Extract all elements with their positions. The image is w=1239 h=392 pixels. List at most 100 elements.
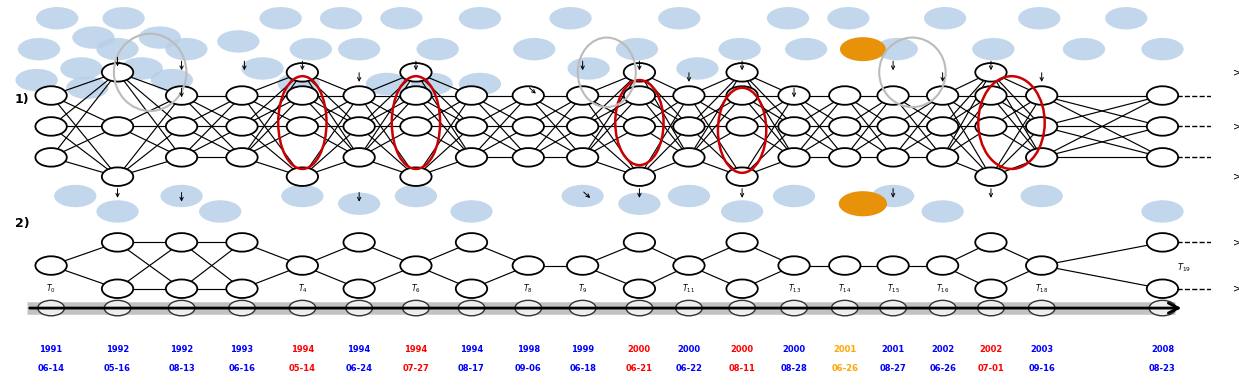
Text: 2000: 2000 <box>731 345 753 354</box>
Text: $T_7$: $T_7$ <box>467 306 476 319</box>
Ellipse shape <box>975 63 1006 82</box>
Ellipse shape <box>726 233 758 252</box>
Ellipse shape <box>877 117 908 136</box>
Ellipse shape <box>343 148 375 167</box>
Ellipse shape <box>616 38 658 60</box>
Ellipse shape <box>778 256 810 275</box>
Ellipse shape <box>877 148 908 167</box>
Ellipse shape <box>658 7 700 29</box>
Text: $T_{16}$: $T_{16}$ <box>935 283 949 296</box>
Ellipse shape <box>36 256 67 275</box>
Ellipse shape <box>160 185 203 207</box>
Ellipse shape <box>1026 148 1057 167</box>
Text: $T_9$: $T_9$ <box>577 283 587 296</box>
Ellipse shape <box>1147 117 1178 136</box>
Ellipse shape <box>515 300 541 316</box>
Ellipse shape <box>549 7 592 29</box>
Text: 08-13: 08-13 <box>169 364 195 373</box>
Text: $T_{12}$: $T_{12}$ <box>736 306 748 319</box>
Ellipse shape <box>778 148 810 167</box>
Ellipse shape <box>456 233 487 252</box>
Ellipse shape <box>120 57 162 80</box>
Ellipse shape <box>1141 38 1183 60</box>
Ellipse shape <box>346 300 373 316</box>
Text: $T_0$: $T_0$ <box>46 283 56 296</box>
Ellipse shape <box>839 191 887 216</box>
Ellipse shape <box>676 57 719 80</box>
Ellipse shape <box>36 148 67 167</box>
Text: >: > <box>1233 284 1239 294</box>
Ellipse shape <box>36 7 78 29</box>
Ellipse shape <box>1141 200 1183 223</box>
Ellipse shape <box>973 38 1015 60</box>
Ellipse shape <box>227 117 258 136</box>
Ellipse shape <box>403 300 429 316</box>
Ellipse shape <box>227 233 258 252</box>
Ellipse shape <box>828 7 870 29</box>
Ellipse shape <box>726 279 758 298</box>
Ellipse shape <box>618 192 660 215</box>
Ellipse shape <box>166 279 197 298</box>
Ellipse shape <box>400 117 431 136</box>
Ellipse shape <box>829 148 860 167</box>
Text: 1993: 1993 <box>230 345 254 354</box>
Ellipse shape <box>458 7 501 29</box>
Ellipse shape <box>623 167 655 186</box>
Ellipse shape <box>567 57 610 80</box>
Ellipse shape <box>227 86 258 105</box>
Ellipse shape <box>513 86 544 105</box>
Ellipse shape <box>675 300 703 316</box>
Ellipse shape <box>456 279 487 298</box>
Ellipse shape <box>726 63 758 82</box>
Ellipse shape <box>975 279 1006 298</box>
Text: 06-24: 06-24 <box>346 364 373 373</box>
Text: 06-26: 06-26 <box>831 364 859 373</box>
Ellipse shape <box>278 73 320 95</box>
Ellipse shape <box>458 300 484 316</box>
Ellipse shape <box>829 256 860 275</box>
Ellipse shape <box>166 148 197 167</box>
Ellipse shape <box>513 38 555 60</box>
Text: 2003: 2003 <box>1030 345 1053 354</box>
Text: $T_{14}$: $T_{14}$ <box>839 283 851 296</box>
Ellipse shape <box>338 192 380 215</box>
Text: 08-27: 08-27 <box>880 364 907 373</box>
Ellipse shape <box>1105 7 1147 29</box>
Text: $T_{10}$: $T_{10}$ <box>633 306 646 319</box>
Ellipse shape <box>773 185 815 207</box>
Text: 07-27: 07-27 <box>403 364 429 373</box>
Ellipse shape <box>877 86 908 105</box>
Ellipse shape <box>877 256 908 275</box>
Text: $T_{18}$: $T_{18}$ <box>1035 283 1048 296</box>
Text: 2000: 2000 <box>678 345 700 354</box>
Text: 07-01: 07-01 <box>978 364 1005 373</box>
Ellipse shape <box>343 279 375 298</box>
Ellipse shape <box>623 233 655 252</box>
Ellipse shape <box>829 117 860 136</box>
Ellipse shape <box>166 86 197 105</box>
Ellipse shape <box>721 200 763 223</box>
Ellipse shape <box>166 233 197 252</box>
Ellipse shape <box>456 148 487 167</box>
Ellipse shape <box>166 117 197 136</box>
Ellipse shape <box>831 300 859 316</box>
Text: $T_{13}$: $T_{13}$ <box>788 283 800 296</box>
Ellipse shape <box>400 167 431 186</box>
Ellipse shape <box>97 38 139 60</box>
Ellipse shape <box>561 185 603 207</box>
Ellipse shape <box>829 86 860 105</box>
Ellipse shape <box>1028 300 1054 316</box>
Text: 05-14: 05-14 <box>289 364 316 373</box>
Text: 1994: 1994 <box>291 345 313 354</box>
Text: 06-26: 06-26 <box>929 364 957 373</box>
Text: 06-18: 06-18 <box>569 364 596 373</box>
Ellipse shape <box>229 300 255 316</box>
Ellipse shape <box>38 300 64 316</box>
Text: 1992: 1992 <box>170 345 193 354</box>
Ellipse shape <box>259 7 302 29</box>
Ellipse shape <box>623 63 655 82</box>
Ellipse shape <box>395 185 437 207</box>
Text: 06-16: 06-16 <box>228 364 255 373</box>
Ellipse shape <box>1018 7 1061 29</box>
Ellipse shape <box>927 148 958 167</box>
